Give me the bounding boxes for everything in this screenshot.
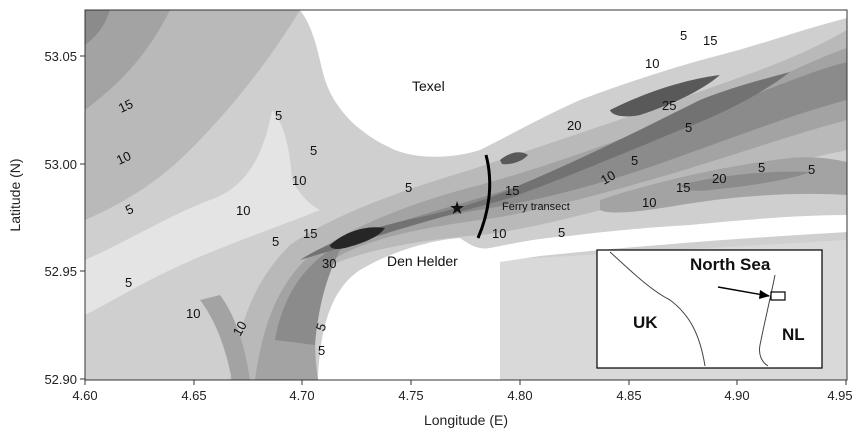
y-axis: 53.05 53.00 52.95 52.90 Latitude (N)	[7, 49, 85, 387]
den-helder-land	[318, 215, 847, 380]
contour-label: 10	[230, 318, 250, 338]
contour-label: 10	[598, 167, 618, 187]
tidal-flat-west	[85, 110, 320, 315]
contour-label: 30	[322, 256, 336, 271]
contour-label: 5	[275, 108, 282, 123]
channel-band-30	[330, 227, 385, 249]
contour-label: 5	[758, 160, 765, 175]
x-tick-label: 4.60	[72, 388, 97, 403]
y-tick-label: 52.90	[44, 372, 77, 387]
inset-study-area-box	[770, 291, 786, 301]
ferry-transect-label: Ferry transect	[502, 201, 570, 213]
contour-label: 20	[567, 118, 581, 133]
contour-label: 5	[558, 225, 565, 240]
contour-label: 5	[310, 143, 317, 158]
contour-label: 5	[685, 120, 692, 135]
x-tick-label: 4.95	[827, 388, 852, 403]
contour-label: 5	[125, 275, 132, 290]
contour-label: 10	[642, 195, 656, 210]
x-tick-label: 4.75	[398, 388, 423, 403]
contour-label: 10	[236, 203, 250, 218]
contour-label: 10	[645, 56, 659, 71]
contour-label: 25	[662, 98, 676, 113]
x-tick-label: 4.80	[507, 388, 532, 403]
contour-label: 15	[116, 96, 135, 116]
x-tick-label: 4.90	[724, 388, 749, 403]
channel-band-15	[275, 62, 847, 345]
south-channel-branch	[200, 295, 250, 380]
x-tick-label: 4.70	[289, 388, 314, 403]
inset-north-sea-label: North Sea	[690, 255, 771, 274]
contour-label: 15	[303, 226, 317, 241]
ferry-transect-line	[476, 154, 492, 239]
contour-label: 5	[808, 162, 815, 177]
x-tick-label: 4.85	[616, 388, 641, 403]
channel-band-deep-marsdiep	[500, 152, 528, 165]
texel-label: Texel	[412, 78, 445, 94]
inset-uk-coast	[609, 251, 706, 367]
contour-label: 5	[318, 343, 325, 358]
inset-map: North Sea UK NL	[596, 249, 823, 369]
x-axis-title: Longitude (E)	[424, 412, 508, 428]
contour-label: 20	[712, 171, 726, 186]
den-helder-label: Den Helder	[387, 253, 458, 269]
depth-band-northwest-deep	[85, 10, 170, 110]
channel-band-25	[610, 75, 720, 117]
depth-band-northwest	[85, 10, 300, 220]
inset-uk-label: UK	[633, 313, 658, 332]
contour-label: 10	[292, 173, 306, 188]
contour-label: 15	[676, 180, 690, 195]
map-plot-area: ★ 15 10 5 5 5 10 5 10 5 15 30 10 5 10 5 …	[85, 10, 847, 380]
contour-label: 10	[186, 306, 200, 321]
east-channel-deep	[680, 171, 810, 191]
plot-frame	[84, 9, 848, 381]
y-tick-label: 52.95	[44, 264, 77, 279]
contour-label: 5	[313, 321, 330, 333]
y-axis-title: Latitude (N)	[7, 158, 23, 231]
texel-island	[300, 10, 847, 157]
contour-label: 15	[703, 33, 717, 48]
station-star-icon: ★	[449, 198, 465, 219]
y-tick-label: 53.00	[44, 157, 77, 172]
x-tick-label: 4.65	[181, 388, 206, 403]
inset-arrow-head-icon	[759, 290, 770, 299]
channel-band-20	[300, 72, 790, 260]
y-tick-label: 53.05	[44, 49, 77, 64]
x-axis: 4.60 4.65 4.70 4.75 4.80 4.85 4.90 4.95 …	[72, 380, 853, 428]
contour-label: 5	[405, 180, 412, 195]
contour-label: 5	[631, 153, 638, 168]
contour-label: 15	[505, 183, 519, 198]
inset-nl-label: NL	[782, 325, 805, 344]
contour-label: 5	[272, 234, 279, 249]
depth-band-northwest-corner	[85, 10, 110, 45]
contour-label: 5	[680, 28, 687, 43]
contour-label: 10	[114, 148, 133, 168]
contour-label: 10	[492, 226, 506, 241]
